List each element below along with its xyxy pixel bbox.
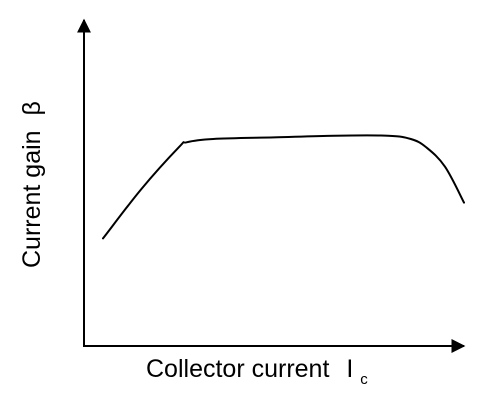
y-axis-label: Current gain β — [18, 101, 46, 268]
x-axis-label: Collector current I c — [146, 355, 368, 388]
x-axis-label-text: Collector current — [146, 355, 329, 383]
x-axis-subscript: c — [360, 371, 368, 388]
y-axis-label-text: Current gain — [18, 130, 46, 268]
gain-curve-line — [102, 134, 465, 240]
y-axis-symbol: β — [18, 101, 46, 115]
x-axis-symbol: I — [346, 355, 353, 383]
